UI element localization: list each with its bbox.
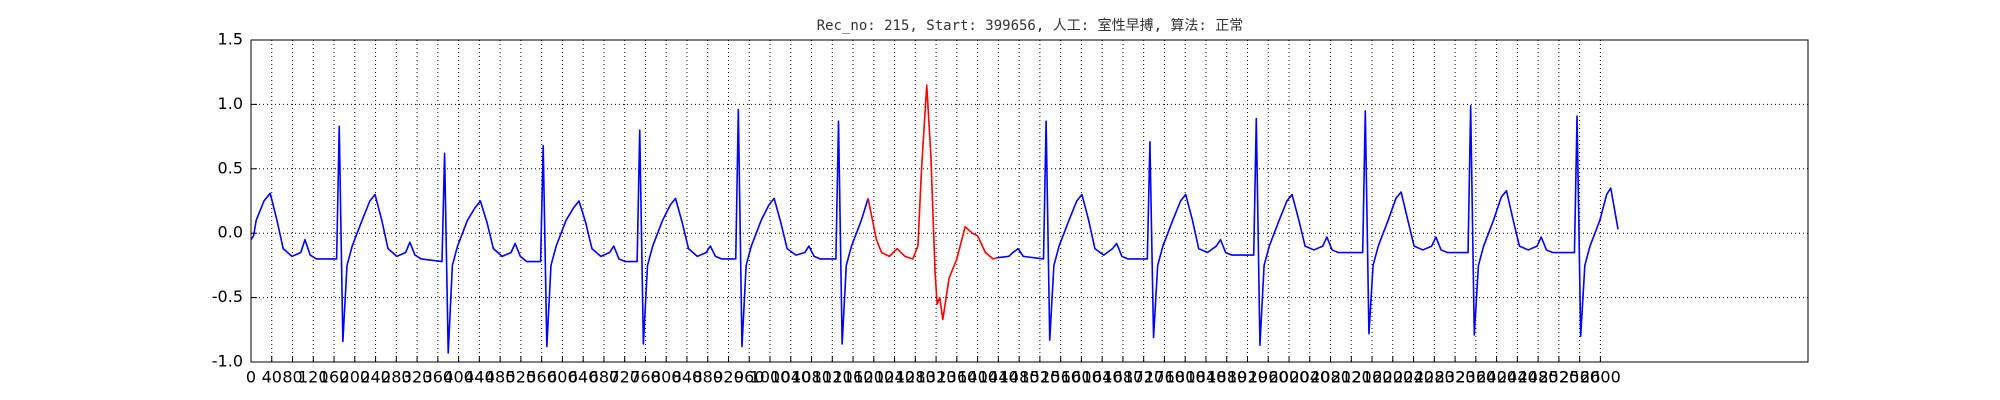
x-tick-label: 120 <box>298 368 329 387</box>
x-tick-label: 2440 <box>1497 368 1538 387</box>
x-tick-label: 2560 <box>1559 368 1600 387</box>
plot-frame <box>250 39 1809 363</box>
x-tick-label: 2400 <box>1476 368 1517 387</box>
x-tick-label: 1080 <box>791 368 832 387</box>
y-tick-label: 0.5 <box>218 158 243 177</box>
x-tick-label: 80 <box>282 368 302 387</box>
x-tick-label: 1920 <box>1227 368 1268 387</box>
x-tick-label: 160 <box>319 368 350 387</box>
x-tick-label: 440 <box>464 368 495 387</box>
x-tick-label: 1280 <box>895 368 936 387</box>
x-tick-label: 1680 <box>1103 368 1144 387</box>
x-tick-label: 1760 <box>1144 368 1185 387</box>
x-tick-label: 1400 <box>957 368 998 387</box>
x-tick-label: 1800 <box>1165 368 1206 387</box>
x-tick-label: 1720 <box>1123 368 1164 387</box>
y-tick-label: -1.0 <box>212 352 243 371</box>
x-tick-label: 1560 <box>1040 368 1081 387</box>
signal-line <box>867 84 998 321</box>
x-tick-label: 720 <box>609 368 640 387</box>
x-tick-label: 200 <box>340 368 371 387</box>
y-tick-label: 1.0 <box>218 94 243 113</box>
x-tick-label: 1440 <box>978 368 1019 387</box>
signal-line <box>250 108 869 354</box>
x-tick-label: 2280 <box>1414 368 1455 387</box>
x-tick-label: 1520 <box>1020 368 1061 387</box>
x-tick-label: 2120 <box>1331 368 1372 387</box>
x-tick-label: 2480 <box>1518 368 1559 387</box>
x-tick-label: 2040 <box>1289 368 1330 387</box>
x-tick-label: 1160 <box>833 368 874 387</box>
y-tick-label: -0.5 <box>212 287 243 306</box>
x-tick-label: 2160 <box>1352 368 1393 387</box>
x-tick-label: 960 <box>734 368 765 387</box>
x-tick-label: 520 <box>506 368 537 387</box>
x-tick-label: 600 <box>547 368 578 387</box>
x-tick-label: 1960 <box>1248 368 1289 387</box>
x-tick-label: 1200 <box>853 368 894 387</box>
x-tick-label: 2360 <box>1455 368 1496 387</box>
x-tick-label: 2000 <box>1269 368 1310 387</box>
x-tick-label: 1480 <box>999 368 1040 387</box>
x-tick-label: 560 <box>526 368 557 387</box>
x-tick-label: 400 <box>443 368 474 387</box>
y-tick-label: 0.0 <box>218 223 243 242</box>
x-tick-label: 2200 <box>1372 368 1413 387</box>
x-tick-label: 40 <box>262 368 282 387</box>
x-tick-label: 1240 <box>874 368 915 387</box>
x-tick-label: 1120 <box>812 368 853 387</box>
x-tick-label: 1600 <box>1061 368 1102 387</box>
chart-title: Rec_no: 215, Start: 399656, 人工: 室性早搏, 算法… <box>817 17 1244 34</box>
y-tick-label: 1.5 <box>218 30 243 49</box>
x-tick-label: 1040 <box>770 368 811 387</box>
x-tick-label: 2520 <box>1539 368 1580 387</box>
x-tick-label: 240 <box>360 368 391 387</box>
x-tick-label: 800 <box>651 368 682 387</box>
x-tick-label: 920 <box>713 368 744 387</box>
plot-area <box>251 40 1808 362</box>
x-tick-label: 1000 <box>750 368 791 387</box>
x-tick-label: 0 <box>246 368 256 387</box>
x-tick-label: 2320 <box>1435 368 1476 387</box>
x-tick-label: 2080 <box>1310 368 1351 387</box>
x-tick-label: 1320 <box>916 368 957 387</box>
x-tick-label: 280 <box>381 368 412 387</box>
x-tick-label: 1880 <box>1206 368 1247 387</box>
x-tick-label: 2240 <box>1393 368 1434 387</box>
x-tick-label: 1640 <box>1082 368 1123 387</box>
x-tick-label: 360 <box>423 368 454 387</box>
x-tick-label: 320 <box>402 368 433 387</box>
x-tick-label: 640 <box>568 368 599 387</box>
x-tick-label: 760 <box>630 368 661 387</box>
x-tick-label: 880 <box>692 368 723 387</box>
x-tick-label: 480 <box>485 368 516 387</box>
x-tick-label: 1840 <box>1186 368 1227 387</box>
x-tick-label: 840 <box>672 368 703 387</box>
x-tick-label: 1360 <box>936 368 977 387</box>
x-tick-label: 2600 <box>1580 368 1621 387</box>
x-tick-label: 680 <box>589 368 620 387</box>
signal-line <box>997 104 1619 347</box>
